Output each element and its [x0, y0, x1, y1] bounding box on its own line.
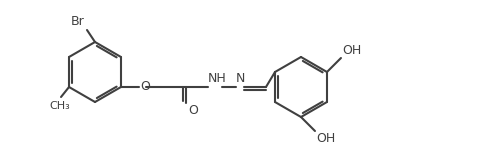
- Text: N: N: [236, 72, 245, 85]
- Text: Br: Br: [71, 15, 85, 28]
- Text: O: O: [188, 104, 198, 117]
- Text: OH: OH: [342, 44, 361, 57]
- Text: CH₃: CH₃: [50, 101, 70, 111]
- Text: NH: NH: [208, 72, 227, 85]
- Text: OH: OH: [316, 132, 335, 145]
- Text: O: O: [140, 80, 150, 93]
